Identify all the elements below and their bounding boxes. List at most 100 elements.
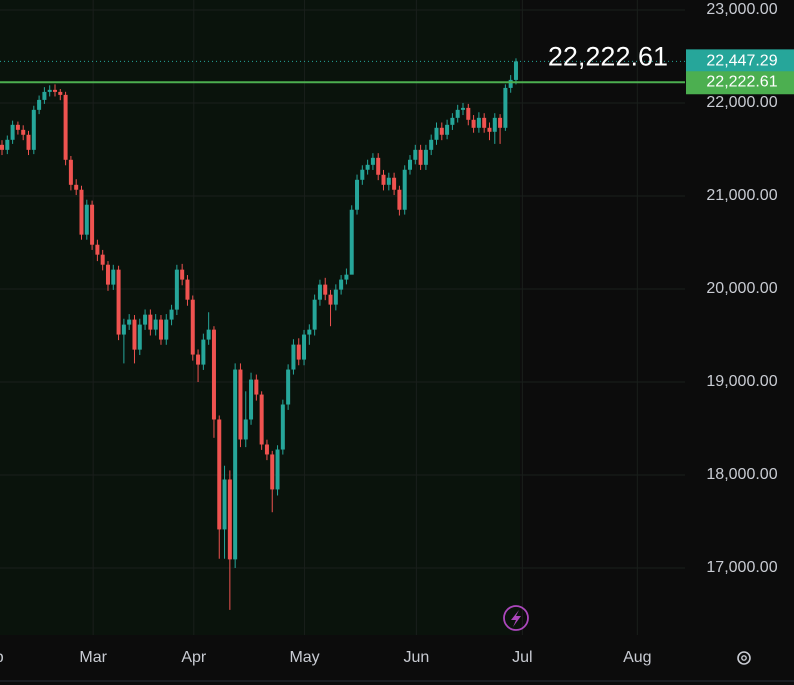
y-tick-label: 23,000.00 <box>706 1 777 18</box>
candle-body <box>408 159 413 170</box>
session-shade <box>0 0 520 635</box>
candle-body <box>312 299 317 330</box>
candle-body <box>370 157 375 165</box>
candle-body <box>174 269 179 310</box>
candle-body <box>42 91 47 100</box>
candle-body <box>116 269 121 335</box>
x-tick-label: Jul <box>512 649 532 666</box>
candle-body <box>466 107 471 120</box>
candle-body <box>259 394 264 445</box>
candle-body <box>196 354 201 365</box>
candle-body <box>111 269 116 285</box>
candle-body <box>487 127 492 132</box>
y-tick-label: 22,000.00 <box>706 94 777 111</box>
candle-body <box>137 324 142 350</box>
candle-body <box>476 117 481 128</box>
candle-body <box>47 89 52 92</box>
candle-body <box>84 204 89 235</box>
candle-body <box>158 319 163 340</box>
x-tick-label: Apr <box>181 649 207 666</box>
candle-body <box>15 124 20 130</box>
candle-body <box>10 124 15 140</box>
candle-body <box>270 454 275 490</box>
candle-body <box>68 159 73 185</box>
candle-body <box>455 109 460 118</box>
candle-body <box>79 189 84 235</box>
y-tick-label: 21,000.00 <box>706 187 777 204</box>
price-line-axis-label: 22,222.61 <box>706 73 777 90</box>
candle-body <box>291 344 296 370</box>
candle-body <box>264 444 269 455</box>
candle-body <box>280 404 285 450</box>
candle-body <box>445 124 450 135</box>
candle-body <box>37 99 42 110</box>
lightning-icon <box>511 610 521 627</box>
candle-body <box>402 169 407 210</box>
candle-body <box>63 94 68 160</box>
candle-body <box>238 369 243 440</box>
candle-body <box>201 339 206 365</box>
candle-body <box>90 204 95 245</box>
candle-body <box>450 117 455 125</box>
candle-body <box>317 284 322 300</box>
candle-body <box>482 117 487 128</box>
candle-body <box>355 179 360 210</box>
candle-body <box>360 169 365 180</box>
gear-ring <box>737 651 751 665</box>
candle-body <box>190 299 195 355</box>
candle-body <box>376 157 381 175</box>
candle-body <box>180 269 185 280</box>
candle-body <box>169 309 174 320</box>
candle-body <box>498 117 503 128</box>
candle-body <box>254 379 259 395</box>
lightning-button[interactable] <box>503 605 529 631</box>
candle-body <box>386 177 391 185</box>
candle-body <box>349 209 354 275</box>
candle-body <box>344 274 349 280</box>
candle-body <box>143 314 148 325</box>
candle-body <box>413 149 418 160</box>
candle-body <box>328 294 333 305</box>
settings-button[interactable] <box>737 651 751 665</box>
last-price-label: 22,447.29 <box>706 53 777 70</box>
candle-body <box>307 329 312 335</box>
candle-body <box>217 419 222 530</box>
candle-body <box>503 87 508 128</box>
candle-body <box>296 344 301 360</box>
candle-body <box>52 89 57 92</box>
x-tick-label: Feb <box>0 649 4 666</box>
grid <box>0 0 685 635</box>
candle-body <box>58 91 63 95</box>
candle-body <box>5 139 10 150</box>
candle-body <box>508 79 513 88</box>
candle-body <box>164 319 169 340</box>
candle-body <box>222 479 227 530</box>
price-line-box <box>686 71 794 95</box>
candle-body <box>434 127 439 140</box>
candle-body <box>121 324 126 335</box>
candle-body <box>381 174 386 185</box>
y-tick-label: 19,000.00 <box>706 373 777 390</box>
candle-body <box>211 329 216 420</box>
candle-body <box>286 369 291 405</box>
candle-body <box>74 184 79 190</box>
candle-body <box>21 129 26 135</box>
candle-body <box>132 319 137 350</box>
overlay: 17,000.00 18,000.00 19,000.00 20,000.00 21,0… <box>0 1 794 666</box>
candle-body <box>127 319 132 325</box>
candle-body <box>323 284 328 295</box>
candle-body <box>31 109 36 150</box>
candle-body <box>423 149 428 165</box>
x-tick-label: May <box>289 649 319 666</box>
last-price-box <box>686 49 794 73</box>
lightning-ring <box>503 605 529 631</box>
candle-body <box>233 369 238 560</box>
y-tick-label: 18,000.00 <box>706 466 777 483</box>
candle-body <box>339 279 344 290</box>
candle-body <box>100 254 105 265</box>
candle-body <box>95 244 100 255</box>
candle-body <box>249 379 254 420</box>
candle-body <box>227 479 232 560</box>
candle-body <box>365 164 370 170</box>
